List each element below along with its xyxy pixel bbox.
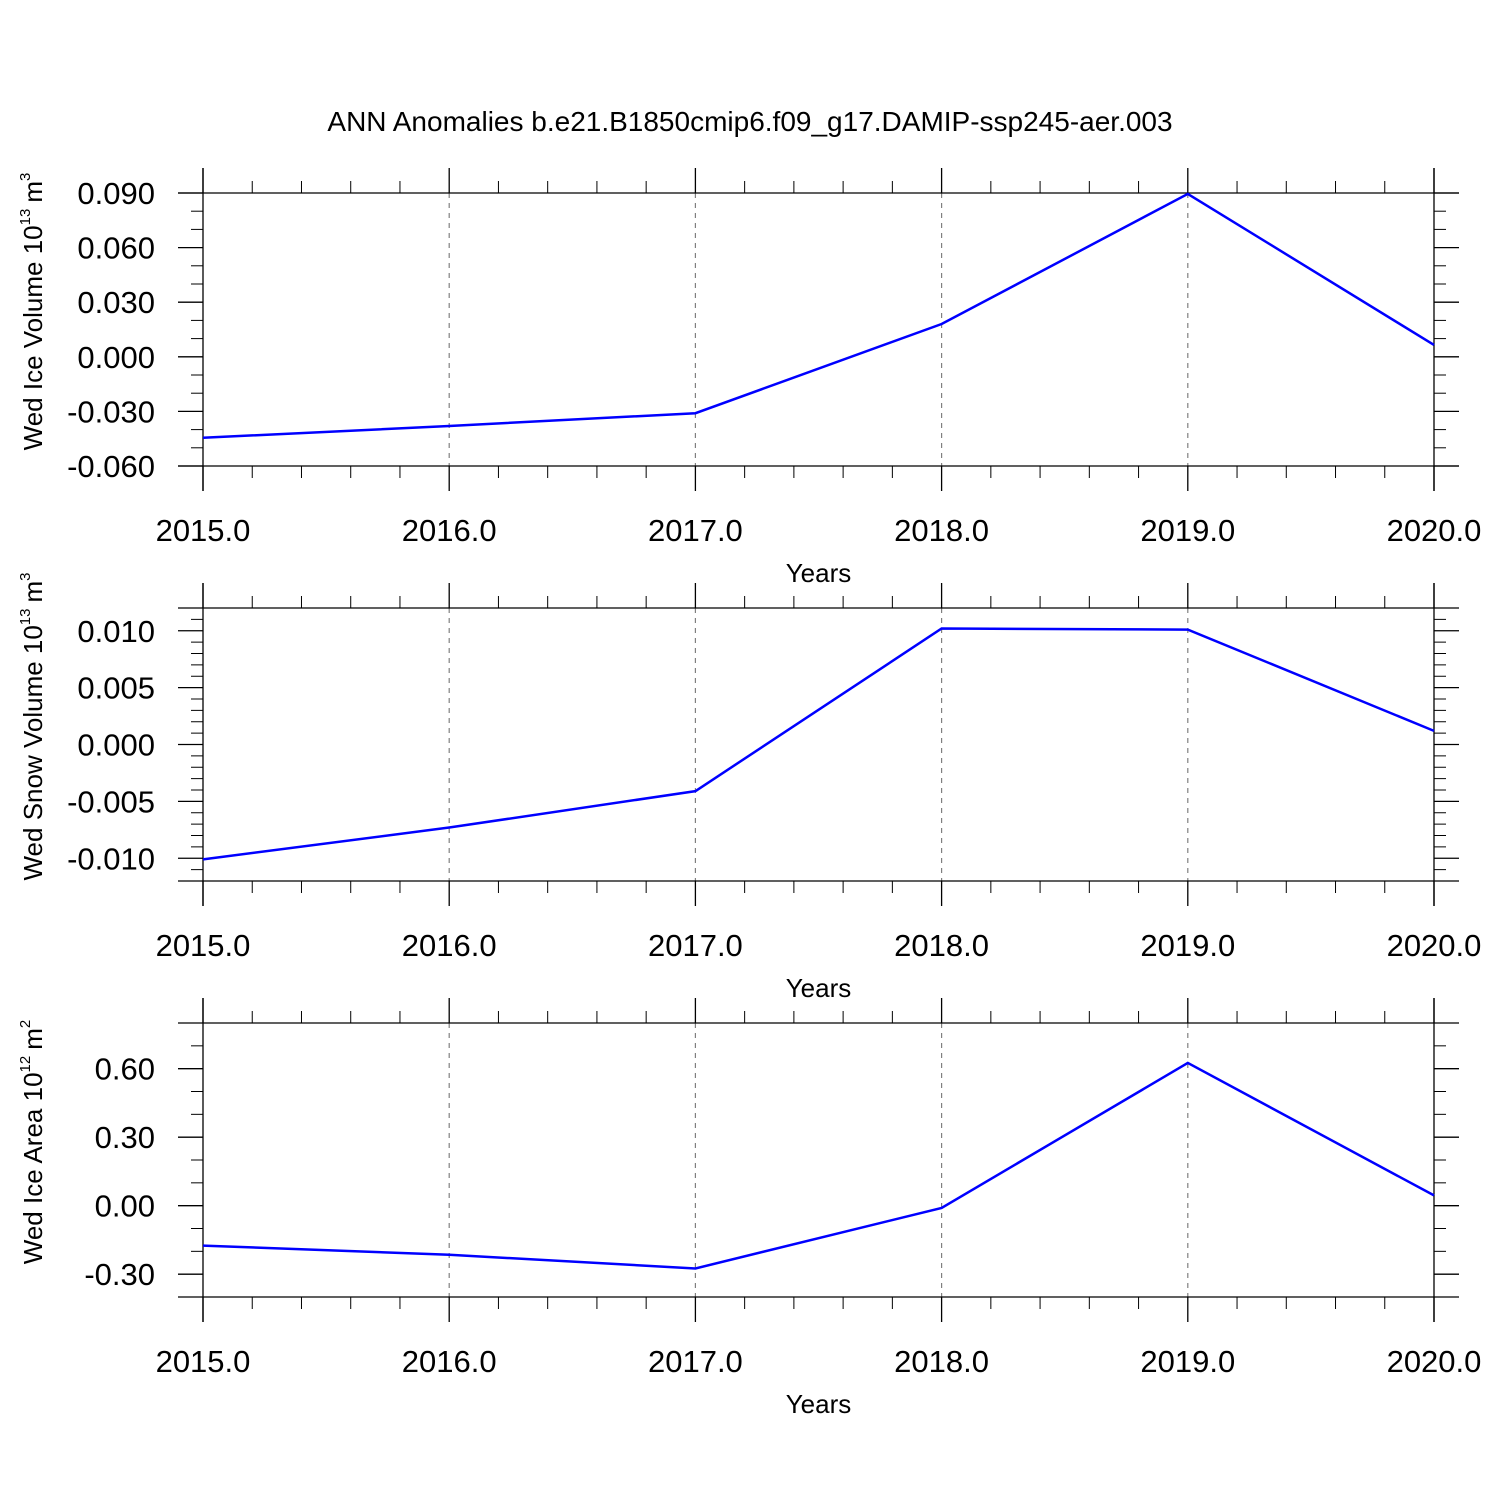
x-tick-label: 2017.0 xyxy=(648,513,743,548)
y-axis-label-exponent: 13 xyxy=(17,209,34,226)
y-axis-label-exponent: 12 xyxy=(17,1056,34,1073)
x-tick-label: 2018.0 xyxy=(894,513,989,548)
y-axis-label-unit-exponent: 3 xyxy=(17,572,34,580)
y-tick-label: 0.060 xyxy=(77,231,155,266)
y-axis-label: Wed Ice Volume 1013 m3 xyxy=(17,173,48,451)
panel-3: 0.60 0.30 0.00 -0.30 2015.0 2016.0 2017.0 2018.… xyxy=(17,998,1481,1419)
x-tick-label: 2020.0 xyxy=(1387,928,1482,963)
y-axis-label-text: Wed Ice Area 10 xyxy=(18,1072,48,1264)
series-line xyxy=(202,627,1435,861)
x-axis-label: Years xyxy=(786,558,852,588)
y-axis-label-unit: m xyxy=(18,181,48,203)
y-axis-label: Wed Snow Volume 1013 m3 xyxy=(17,572,48,880)
x-tick-label: 2017.0 xyxy=(648,928,743,963)
y-tick-label: -0.010 xyxy=(67,841,155,876)
y-axis-label-exponent: 13 xyxy=(17,608,34,625)
y-tick-label: 0.090 xyxy=(77,176,155,211)
y-tick-label: 0.030 xyxy=(77,285,155,320)
y-tick-label: 0.000 xyxy=(77,340,155,375)
series-line xyxy=(202,192,1435,440)
x-axis-label: Years xyxy=(786,1389,852,1419)
y-tick-label: -0.30 xyxy=(84,1257,155,1292)
x-tick-label: 2020.0 xyxy=(1387,1344,1482,1379)
x-tick-label: 2016.0 xyxy=(402,1344,497,1379)
y-axis-label-unit: m xyxy=(18,581,48,603)
y-axis-label-unit: m xyxy=(18,1028,48,1050)
x-tick-label: 2016.0 xyxy=(402,513,497,548)
y-tick-label: 0.30 xyxy=(95,1120,155,1155)
y-tick-label: -0.030 xyxy=(67,394,155,429)
y-tick-label: -0.005 xyxy=(67,784,155,819)
x-tick-label: 2016.0 xyxy=(402,928,497,963)
y-axis-label-unit-exponent: 2 xyxy=(17,1020,34,1028)
x-tick-label: 2017.0 xyxy=(648,1344,743,1379)
y-tick-label: 0.005 xyxy=(77,671,155,706)
y-tick-label: -0.060 xyxy=(67,449,155,484)
figure-title: ANN Anomalies b.e21.B1850cmip6.f09_g17.D… xyxy=(327,106,1172,137)
y-tick-label: 0.000 xyxy=(77,728,155,763)
x-tick-label: 2019.0 xyxy=(1140,1344,1235,1379)
y-axis-label-unit-exponent: 3 xyxy=(17,173,34,181)
series-line xyxy=(202,1061,1435,1270)
x-tick-label: 2015.0 xyxy=(156,513,251,548)
x-tick-label: 2015.0 xyxy=(156,928,251,963)
y-axis-label-text: Wed Snow Volume 10 xyxy=(18,625,48,880)
y-axis-label-text: Wed Ice Volume 10 xyxy=(18,225,48,450)
x-tick-label: 2015.0 xyxy=(156,1344,251,1379)
x-tick-label: 2018.0 xyxy=(894,1344,989,1379)
x-tick-label: 2019.0 xyxy=(1140,513,1235,548)
y-axis-label: Wed Ice Area 1012 m2 xyxy=(17,1020,48,1264)
panel-2: 0.010 0.005 0.000 -0.005 -0.010 2015.0 2016.0 2… xyxy=(17,572,1481,1003)
x-tick-label: 2020.0 xyxy=(1387,513,1482,548)
y-tick-label: 0.010 xyxy=(77,614,155,649)
x-tick-label: 2019.0 xyxy=(1140,928,1235,963)
x-tick-label: 2018.0 xyxy=(894,928,989,963)
y-tick-label: 0.00 xyxy=(95,1189,155,1224)
y-tick-label: 0.60 xyxy=(95,1052,155,1087)
x-axis-label: Years xyxy=(786,973,852,1003)
